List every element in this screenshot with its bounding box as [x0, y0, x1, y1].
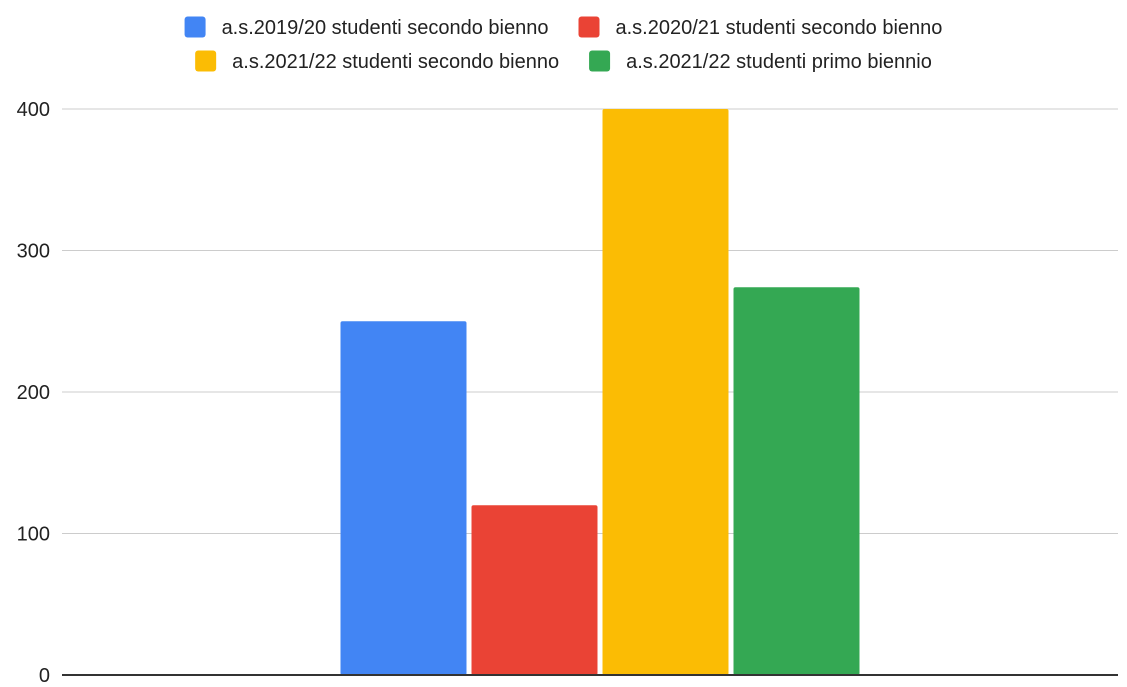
legend-swatch-3	[195, 50, 217, 72]
y-axis-tick-labels: 0 100 200 300 400	[17, 99, 50, 687]
legend-swatch-1	[184, 16, 206, 38]
legend-label-2: a.s.2020/21 studenti secondo bienno	[616, 17, 943, 39]
bar-series-1	[340, 321, 467, 675]
bar-series-2	[471, 505, 598, 675]
y-tick-label-400: 400	[17, 99, 50, 121]
legend-label-4: a.s.2021/22 studenti primo biennio	[626, 51, 932, 73]
legend-swatch-4	[589, 50, 611, 72]
gridlines	[62, 108, 1118, 534]
y-tick-label-0: 0	[39, 665, 50, 682]
bar-series-4	[733, 287, 860, 675]
legend-label-1: a.s.2019/20 studenti secondo bienno	[222, 17, 549, 39]
bars	[340, 109, 860, 675]
legend: a.s.2019/20 studenti secondo bienno a.s.2…	[184, 16, 943, 73]
y-tick-label-300: 300	[17, 241, 50, 263]
y-tick-label-100: 100	[17, 524, 50, 546]
bar-series-3	[602, 109, 729, 675]
legend-swatch-2	[578, 16, 600, 38]
y-tick-label-200: 200	[17, 382, 50, 404]
legend-label-3: a.s.2021/22 studenti secondo bienno	[232, 51, 559, 73]
